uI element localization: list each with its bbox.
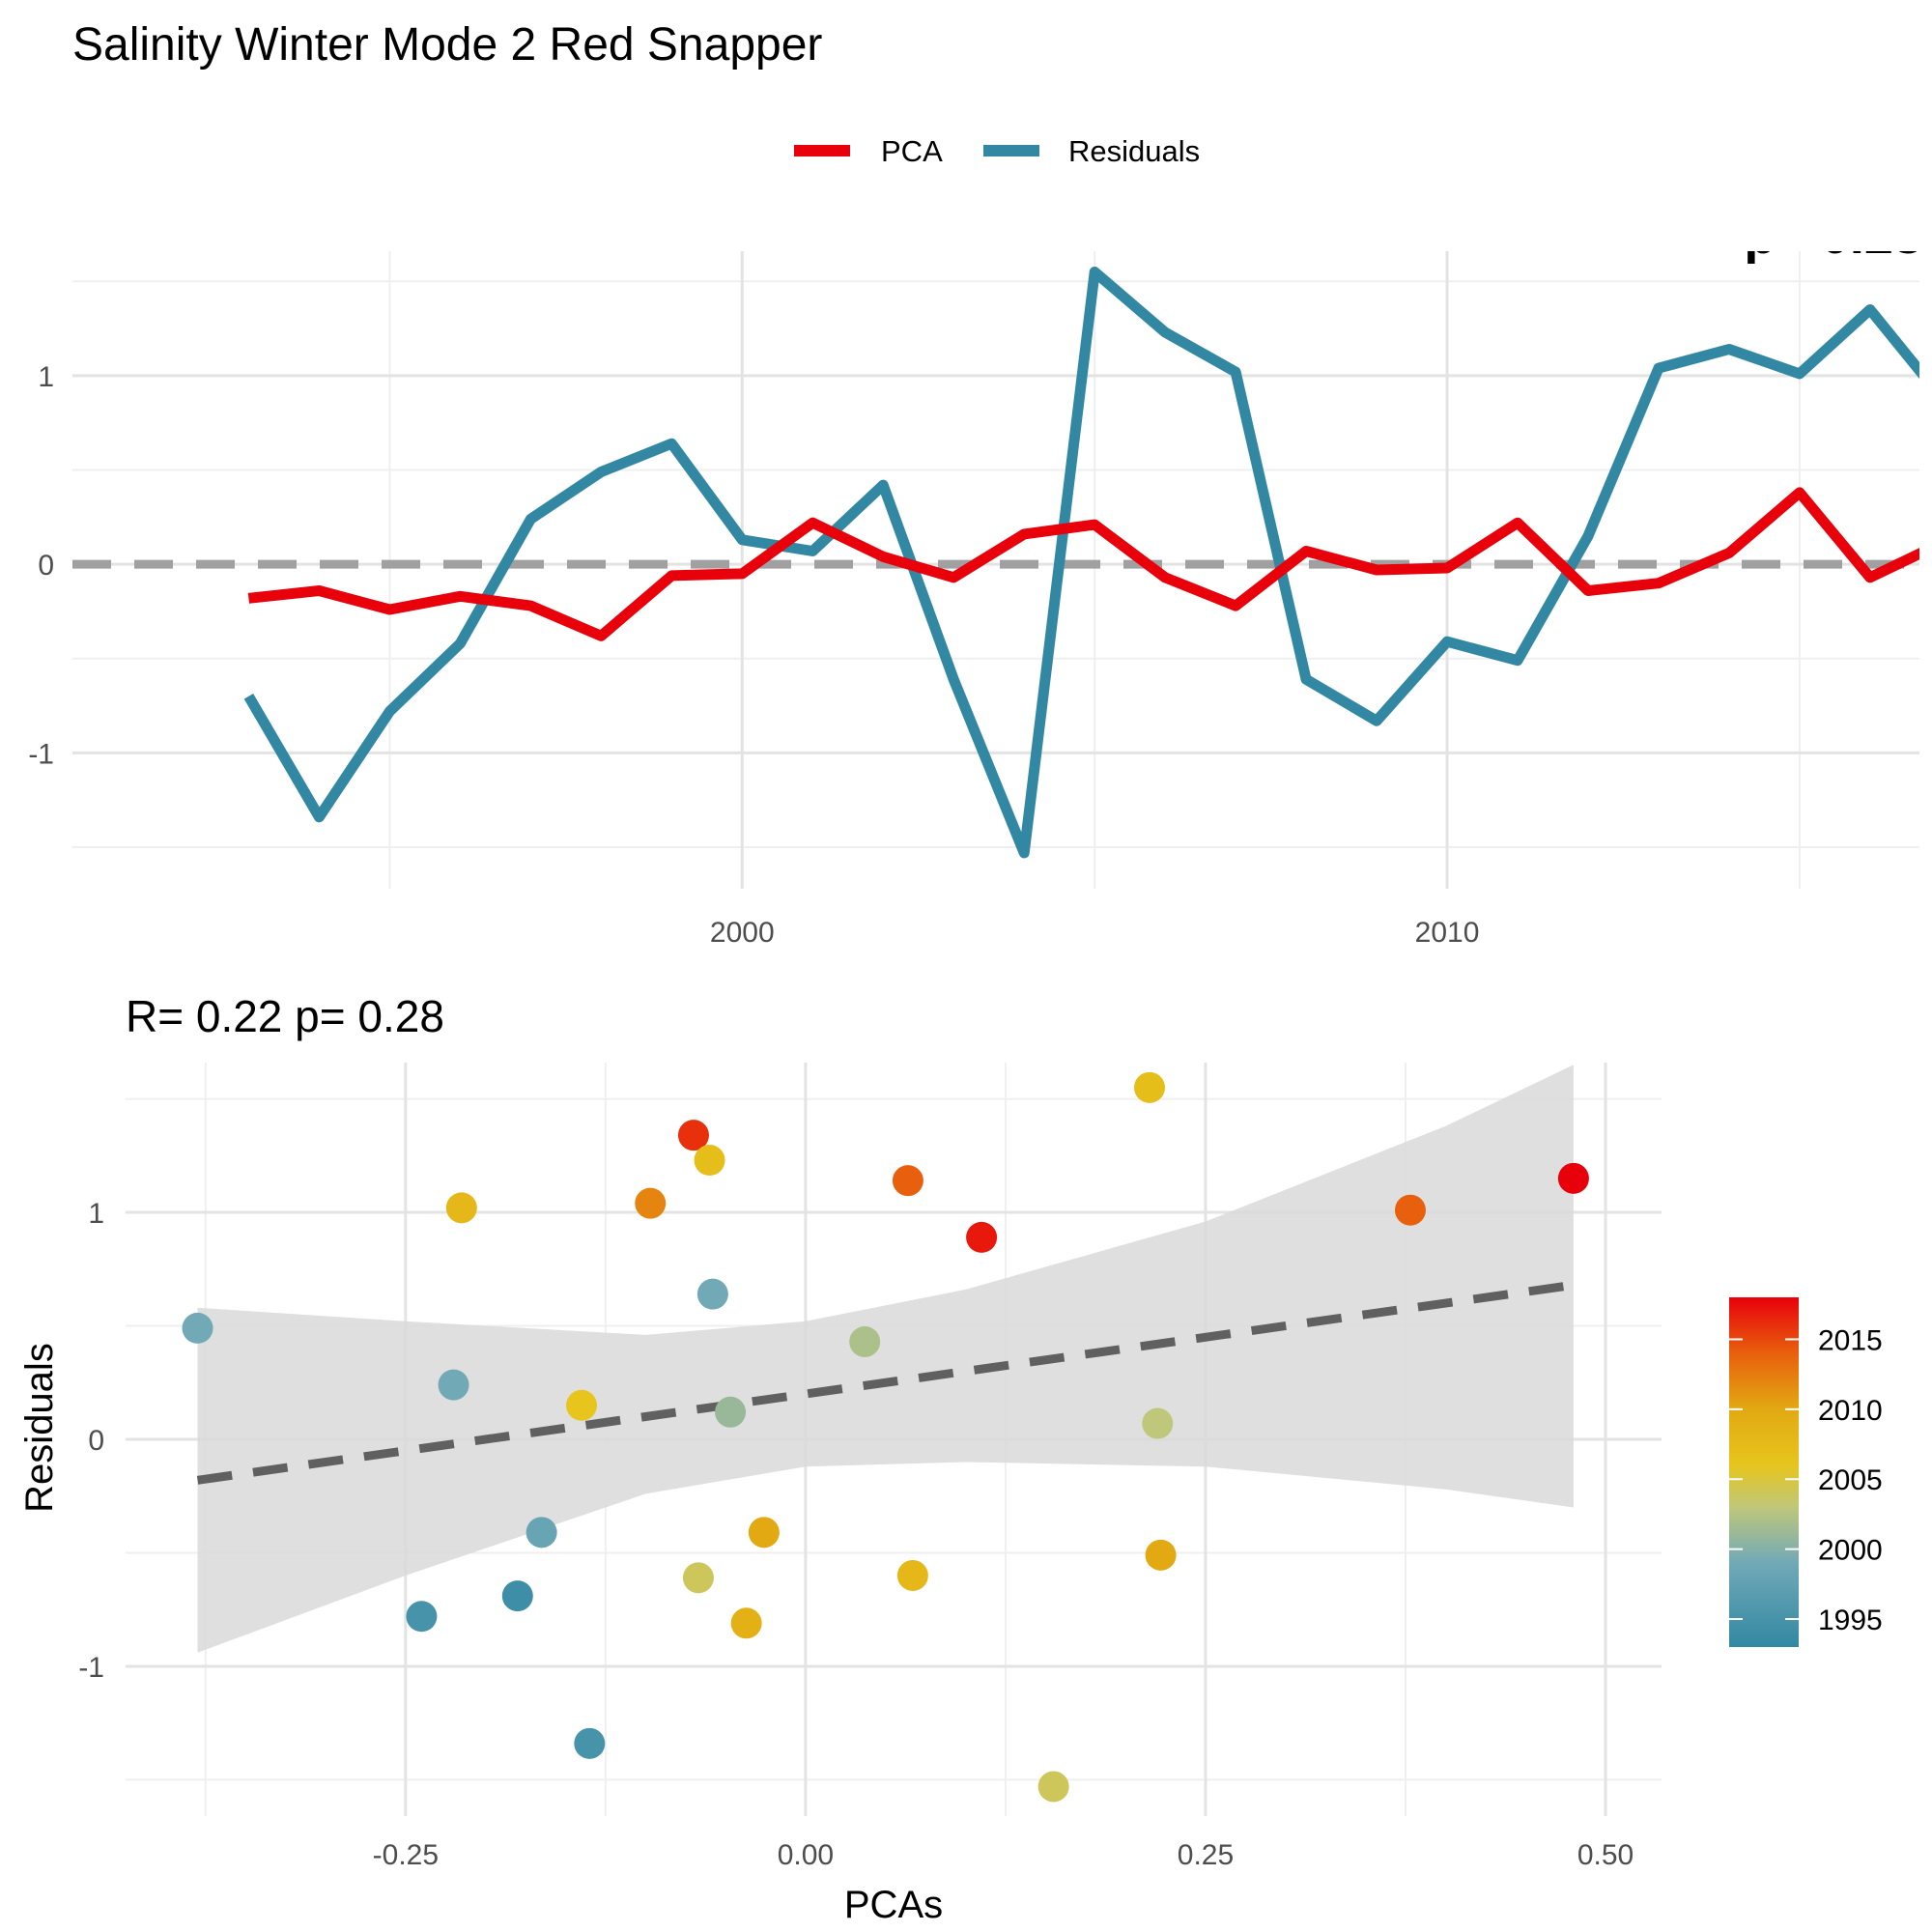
scatter-point [182,1312,213,1344]
scatter-point [1142,1407,1174,1439]
scatter-point [445,1192,477,1224]
scatter-point [694,1145,725,1177]
scatter-subtitle: R= 0.22 p= 0.28 [126,991,444,1041]
scatter-point [574,1727,606,1759]
y-tick-label: -1 [28,738,54,770]
scatter-point [849,1325,881,1357]
colorbar-tick-label: 2005 [1818,1464,1883,1496]
scatter-point [566,1389,598,1421]
scatter-point [635,1187,667,1219]
y-tick-label: 1 [38,361,54,393]
scatter-tick-labels: -1 0 1 -0.25 0.00 0.25 0.50 [78,1198,1634,1871]
x-axis-title: PCAs [844,1884,943,1926]
legend-label-pca: PCA [881,134,943,168]
time-series-panel: -1 0 1 2000 2010 p= 0.28 [28,207,1922,949]
scatter-point [896,1559,928,1591]
y-tick-label: 0 [88,1425,104,1457]
x-tick-label: 0.50 [1577,1839,1634,1871]
scatter-point [1394,1194,1426,1226]
scatter-point [696,1278,728,1310]
scatter-point [1134,1071,1165,1103]
scatter-point [406,1601,438,1633]
legend: PCA Residuals [794,134,1200,168]
scatter-point [1145,1539,1177,1571]
x-tick-label: -0.25 [373,1839,439,1871]
scatter-point [730,1607,762,1639]
colorbar-tick-label: 2000 [1818,1535,1883,1567]
y-tick-label: 0 [38,550,54,582]
scatter-point [501,1580,533,1612]
scatter-panel: -1 0 1 -0.25 0.00 0.25 0.50 [78,1063,1662,1871]
scatter-point [526,1517,557,1548]
scatter-point [677,1120,709,1151]
scatter-point [1557,1162,1589,1194]
time-series-data [72,267,1919,859]
corner-p-label: p= 0.28 [1744,207,1922,265]
colorbar-tick-label: 2015 [1818,1324,1883,1356]
x-tick-label: 0.25 [1178,1839,1234,1871]
colorbar-gradient [1729,1297,1799,1647]
scatter-point [715,1396,747,1428]
x-tick-label: 2000 [710,917,775,949]
chart-title: Salinity Winter Mode 2 Red Snapper [72,19,822,71]
y-axis-title: Residuals [18,1343,61,1513]
scatter-point [682,1562,714,1594]
regression-fit-line [196,1280,1575,1485]
x-tick-label: 2010 [1415,917,1480,949]
colorbar: 1995 2000 2005 2010 2015 [1729,1297,1883,1647]
scatter-point [748,1517,780,1548]
y-tick-label: 1 [88,1198,104,1230]
scatter-point [892,1165,923,1197]
scatter-data [182,1065,1589,1803]
time-series-tick-labels: -1 0 1 2000 2010 [28,361,1479,949]
scatter-point [438,1369,469,1401]
scatter-point [966,1221,998,1253]
series-line-residuals [243,267,1919,859]
colorbar-tick-label: 1995 [1818,1605,1883,1636]
colorbar-ticks: 1995 2000 2005 2010 2015 [1729,1324,1883,1636]
confidence-ribbon [197,1065,1574,1653]
legend-label-residuals: Residuals [1068,134,1200,168]
x-tick-label: 0.00 [778,1839,834,1871]
colorbar-tick-label: 2010 [1818,1395,1883,1427]
scatter-point [1037,1771,1069,1803]
y-tick-label: -1 [78,1652,104,1684]
series-line-pca [247,487,1919,641]
